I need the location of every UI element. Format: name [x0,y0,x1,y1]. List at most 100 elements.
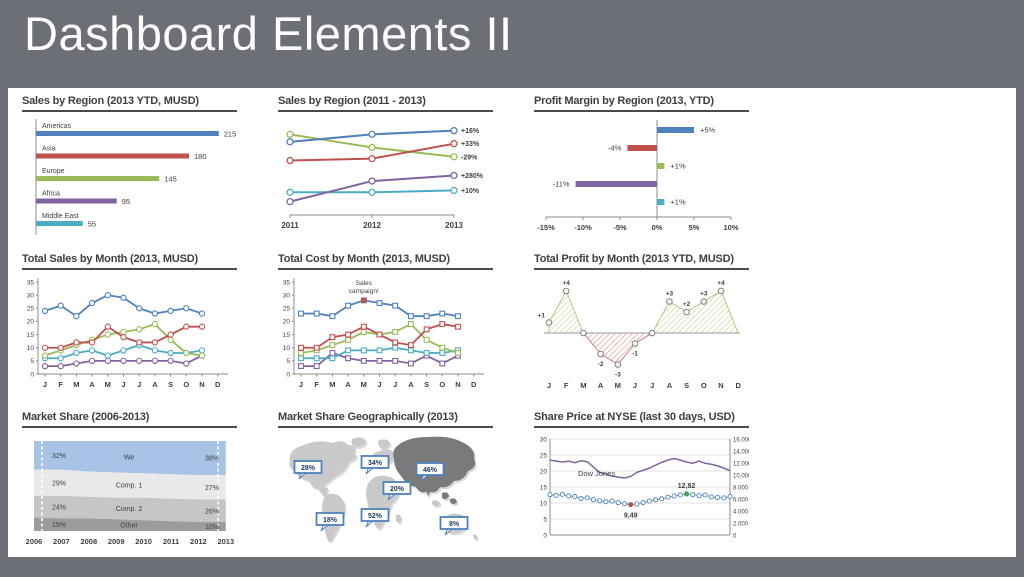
slide-header: Dashboard Elements II [0,0,1024,88]
svg-text:30: 30 [540,436,548,443]
svg-text:J: J [43,380,47,389]
svg-text:30: 30 [27,292,35,299]
svg-text:15%: 15% [52,522,66,529]
svg-text:10: 10 [27,345,35,352]
svg-text:27%: 27% [205,485,219,492]
svg-text:38%: 38% [205,456,219,463]
svg-text:Americas: Americas [42,123,72,130]
svg-text:2012: 2012 [363,221,381,230]
svg-text:2008: 2008 [80,537,97,546]
svg-text:24%: 24% [52,505,66,512]
svg-text:-3: -3 [615,372,621,379]
svg-text:+4: +4 [562,280,570,287]
svg-text:10%: 10% [205,524,219,531]
svg-text:A: A [345,380,351,389]
sales-trend-line-chart: +10% +280% -29% +33% +16% 2011 2012 2013 [281,126,484,230]
panel-title: Sales by Region (2013 YTD, MUSD) [22,95,237,112]
svg-text:S: S [168,380,173,389]
svg-text:S: S [684,381,689,390]
svg-text:18%: 18% [323,517,338,524]
world-map-chart: 28% 18% 34% 20% 52% 46% 8% [289,436,479,544]
svg-text:15: 15 [283,332,291,339]
svg-text:J: J [299,380,303,389]
svg-text:F: F [564,381,569,390]
svg-text:0: 0 [733,533,737,539]
panel-total-cost-by-month: Total Cost by Month (2013, MUSD) 0 5 10 15 2… [278,253,493,399]
svg-text:-29%: -29% [461,154,478,161]
svg-text:Dow Jones: Dow Jones [578,469,615,478]
svg-text:+3: +3 [700,291,708,298]
svg-text:52%: 52% [368,513,383,520]
svg-text:35: 35 [283,279,291,286]
svg-text:2010: 2010 [135,537,152,546]
total-sales-line-chart: 0 5 10 15 20 25 30 35 J F M A M J J A S O N D [27,278,228,389]
svg-text:-10%: -10% [574,223,592,232]
sales-by-region-bar-chart: Americas 215 Asia 180 Europe 145 Africa 95 Middl… [35,119,236,235]
panel-title: Market Share Geographically (2013) [278,411,493,428]
svg-text:+1%: +1% [670,162,686,171]
share-price-dual-axis-chart: 30 25 20 15 10 5 0 16.000 14.000 12.000 10.000 8.00… [540,436,749,539]
svg-text:0%: 0% [652,223,663,232]
svg-text:A: A [89,380,95,389]
svg-text:N: N [455,380,460,389]
svg-text:+3: +3 [666,291,674,298]
svg-text:O: O [183,380,189,389]
svg-text:0: 0 [543,532,547,539]
svg-text:Comp. 1: Comp. 1 [116,483,143,490]
svg-text:F: F [314,380,319,389]
dashboard-grid: Sales by Region (2013 YTD, MUSD) America… [8,88,1016,557]
svg-text:16.000: 16.000 [733,437,749,443]
panel-title: Total Sales by Month (2013, MUSD) [22,253,237,270]
svg-text:8.000: 8.000 [733,485,749,491]
svg-text:10: 10 [540,500,548,507]
svg-text:2013: 2013 [217,537,234,546]
panel-market-share-trend: Market Share (2006-2013) 32% 38% We 29% 27% C… [22,411,237,557]
svg-text:55: 55 [88,220,96,229]
panel-sales-by-region-ytd: Sales by Region (2013 YTD, MUSD) America… [22,95,237,241]
svg-text:6.000: 6.000 [733,497,749,503]
svg-text:O: O [701,381,707,390]
panel-title: Market Share (2006-2013) [22,411,237,428]
panel-sales-by-region-trend: Sales by Region (2011 - 2013) +10% +280% -… [278,95,493,241]
svg-text:5: 5 [30,358,34,365]
svg-text:Sales: Sales [356,280,373,287]
svg-text:+1: +1 [538,313,546,320]
svg-text:M: M [329,380,335,389]
svg-text:+2: +2 [683,301,691,308]
svg-text:20: 20 [540,468,548,475]
svg-text:+4: +4 [717,280,725,287]
svg-text:25: 25 [27,306,35,313]
svg-text:M: M [615,381,621,390]
svg-text:J: J [547,381,551,390]
svg-text:14.000: 14.000 [733,449,749,455]
svg-text:A: A [408,380,414,389]
panel-market-share-geo: Market Share Geographically (2013) 28% 18… [278,411,493,557]
svg-text:M: M [361,380,367,389]
panel-title: Total Cost by Month (2013, MUSD) [278,253,493,270]
svg-text:M: M [73,380,79,389]
svg-text:+5%: +5% [700,126,716,135]
svg-text:12,82: 12,82 [678,483,696,490]
svg-text:29%: 29% [52,480,66,487]
panel-title: Share Price at NYSE (last 30 days, USD) [534,411,749,428]
svg-text:-11%: -11% [553,180,570,189]
svg-text:26%: 26% [205,508,219,515]
svg-text:2011: 2011 [163,537,179,546]
svg-text:+1%: +1% [670,198,686,207]
svg-text:-2: -2 [598,361,604,368]
svg-text:-1: -1 [632,351,638,358]
svg-text:5: 5 [286,358,290,365]
svg-text:S: S [424,380,429,389]
svg-text:4.000: 4.000 [733,509,749,515]
svg-text:-4%: -4% [608,144,622,153]
svg-text:180: 180 [194,152,207,161]
svg-text:28%: 28% [301,465,316,472]
svg-text:D: D [735,381,741,390]
svg-text:95: 95 [122,197,130,206]
svg-text:Comp. 2: Comp. 2 [116,506,143,513]
svg-text:25: 25 [540,452,548,459]
panel-total-profit-by-month: Total Profit by Month (2013 YTD, MUSD) +… [534,253,749,399]
svg-text:15: 15 [540,484,548,491]
